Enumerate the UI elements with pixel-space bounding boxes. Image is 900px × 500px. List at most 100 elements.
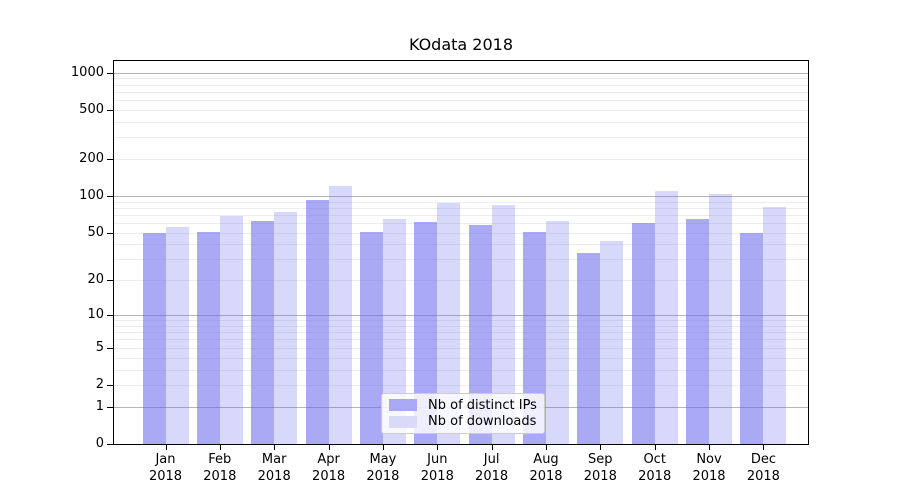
x-tick-label-line: Jul [483,452,500,467]
x-tick-label-line: 2018 [583,469,617,484]
bar-downloads [328,186,352,444]
bar-distinct-ips [414,222,438,444]
x-tick-label: Dec 2018 [733,451,793,485]
bar-downloads [274,211,298,444]
y-tick-label: 10 [87,307,104,323]
gridline-minor [114,232,808,234]
y-tick [107,384,113,386]
x-tick-label: Feb 2018 [190,451,250,485]
gridline-minor [114,244,808,246]
x-tick-label-line: 2018 [148,469,183,484]
x-tick [600,445,602,450]
bar-distinct-ips [686,218,709,444]
x-tick [437,445,439,450]
bar-distinct-ips [359,231,383,444]
gridline-minor [114,121,808,123]
bar-downloads [600,240,624,444]
y-tick-label: 200 [79,150,104,166]
legend-entry-distinct-ips: Nb of distinct IPs [389,398,537,413]
legend: Nb of distinct IPs Nb of downloads [381,393,545,434]
y-tick [107,347,113,349]
y-tick-label: 1000 [70,64,104,80]
legend-label-downloads: Nb of downloads [428,414,537,430]
y-tick-label: 1 [95,398,104,414]
y-tick [107,72,113,74]
x-tick-label-line: 2018 [203,469,237,484]
x-tick-label-line: Aug [533,452,559,467]
gridline-minor [114,137,808,139]
bar-downloads [437,202,461,444]
x-tick-label-line: 2018 [692,469,726,484]
x-tick-label-line: Jan [155,452,176,467]
x-tick-label-line: Mar [261,452,287,467]
gridline-minor [114,91,808,93]
bar-downloads [709,193,732,444]
x-tick-label-line: 2018 [257,469,291,484]
legend-swatch-downloads-icon [389,415,417,428]
y-tick [107,195,113,197]
x-tick-label-line: Jun [427,452,448,467]
gridline-minor [114,332,808,334]
bar-distinct-ips [305,200,329,444]
y-tick-label: 500 [79,101,104,117]
gridline-major [114,72,808,74]
bar-distinct-ips [631,223,655,444]
bar-distinct-ips [577,252,601,444]
x-tick-label: Apr 2018 [299,451,359,485]
x-tick-label: Mar 2018 [244,451,304,485]
x-tick-label-line: 2018 [746,469,780,484]
gridline-minor [114,259,808,261]
x-tick-label-line: Feb [208,452,232,467]
x-tick-label-line: Oct [643,452,666,467]
x-tick-label: Jul 2018 [462,451,522,485]
x-tick [709,445,710,450]
x-tick-label-line: 2018 [420,469,454,484]
x-tick [328,445,330,450]
gridline-minor [114,100,808,101]
gridline-minor [114,320,808,322]
legend-swatch-distinct-ips-icon [389,399,417,412]
plot-area-border [113,60,809,445]
x-tick-label-line: May [369,452,397,467]
y-tick-label: 2 [95,376,104,392]
bar-distinct-ips [523,231,546,444]
bar-downloads [219,215,243,444]
x-tick [491,445,493,450]
bar-distinct-ips [142,232,166,444]
gridline-minor [114,201,808,203]
x-tick-label-line: Dec [750,452,776,467]
gridline-minor [114,214,808,216]
y-tick-label: 100 [79,187,104,203]
x-tick-label: Oct 2018 [625,451,685,485]
x-tick-label: Nov 2018 [679,451,739,485]
x-tick-label: Sep 2018 [570,451,630,485]
x-tick [382,445,384,450]
x-tick-label-line: Nov [696,452,722,467]
y-tick-label: 50 [87,224,104,240]
x-tick-label: Jan 2018 [136,451,196,485]
bar-distinct-ips [251,221,275,444]
gridline-minor [114,109,808,111]
bar-downloads [546,221,569,444]
gridline-minor [114,280,808,282]
y-tick-label: 20 [87,272,104,288]
x-tick [654,445,656,450]
x-tick-label-line: 2018 [638,469,672,484]
y-tick [107,232,113,234]
gridline-minor [114,223,808,224]
x-tick-label: Jun 2018 [407,451,467,485]
x-tick [165,445,167,450]
gridline-minor [114,78,808,80]
y-tick [107,406,113,408]
bar-downloads [165,226,189,444]
x-tick [546,445,547,450]
x-tick-label-line: Sep [588,452,613,467]
x-tick-label: Aug 2018 [516,451,576,485]
bar-downloads [382,218,406,444]
bar-downloads [763,207,787,444]
x-tick-label-line: 2018 [475,469,509,484]
gridline-major [114,195,808,197]
gridline-major [114,315,808,317]
legend-entry-downloads: Nb of downloads [389,414,537,429]
bar-distinct-ips [196,231,220,444]
